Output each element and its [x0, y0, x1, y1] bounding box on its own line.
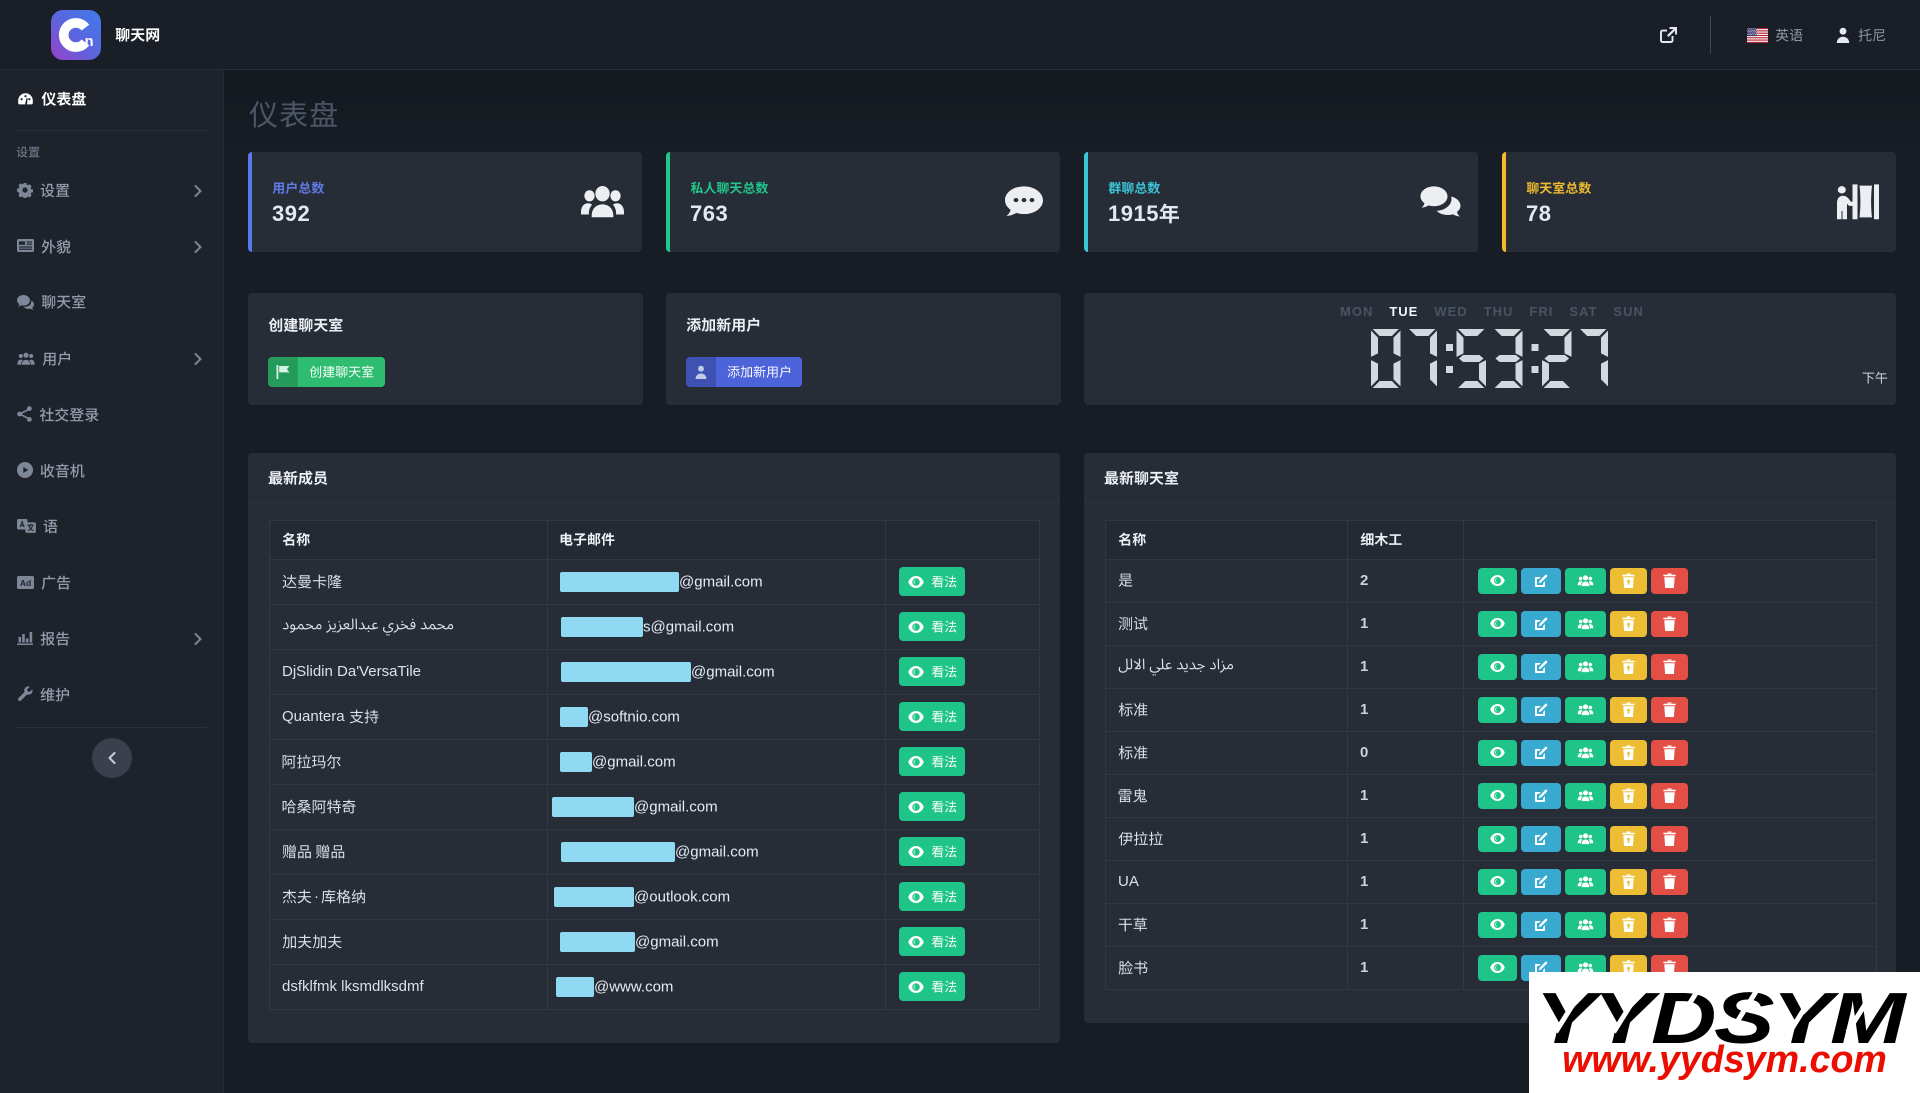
- svg-text:n: n: [85, 34, 94, 50]
- svg-text:Ad: Ad: [20, 577, 31, 587]
